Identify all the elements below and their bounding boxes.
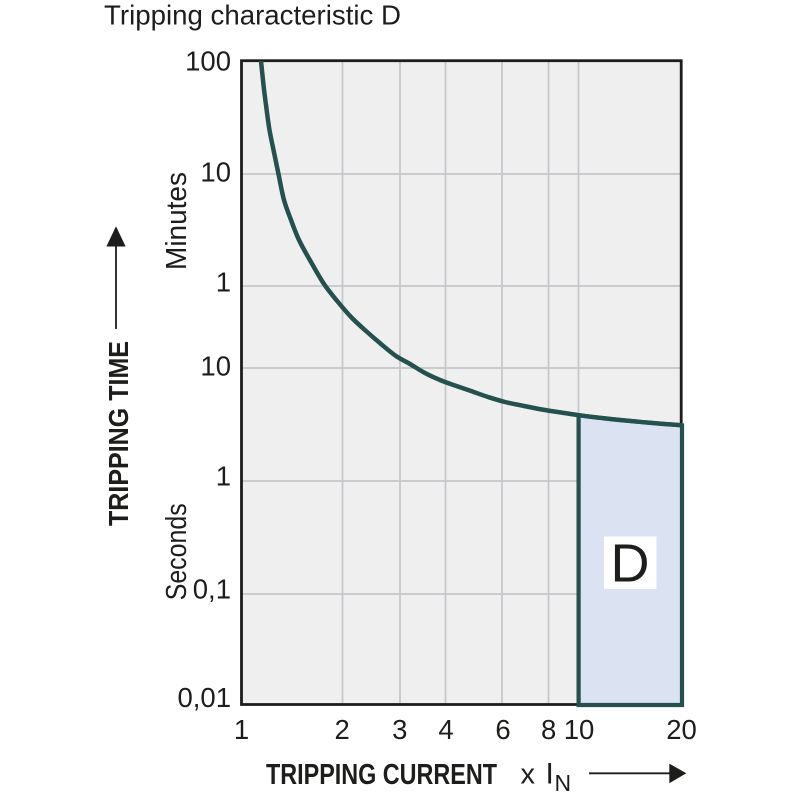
svg-text:Tripping characteristic D: Tripping characteristic D (104, 0, 401, 31)
svg-text:4: 4 (438, 714, 453, 745)
svg-text:D: D (611, 534, 650, 594)
svg-text:TRIPPING TIME: TRIPPING TIME (103, 341, 134, 526)
svg-text:10: 10 (564, 714, 595, 745)
svg-text:6: 6 (495, 714, 510, 745)
svg-text:N: N (555, 770, 572, 796)
svg-text:I: I (546, 757, 554, 790)
svg-text:10: 10 (200, 351, 231, 382)
svg-text:Seconds: Seconds (161, 503, 193, 600)
svg-text:Minutes: Minutes (161, 172, 193, 270)
svg-text:1: 1 (216, 267, 231, 298)
svg-text:3: 3 (392, 714, 407, 745)
svg-text:0,1: 0,1 (193, 574, 231, 605)
svg-text:10: 10 (200, 157, 231, 188)
svg-text:20: 20 (666, 714, 697, 745)
svg-text:1: 1 (234, 714, 249, 745)
svg-text:8: 8 (541, 714, 556, 745)
svg-text:TRIPPING CURRENT: TRIPPING CURRENT (266, 759, 497, 791)
svg-text:0,01: 0,01 (177, 682, 231, 713)
svg-text:1: 1 (216, 461, 231, 492)
svg-text:100: 100 (185, 46, 231, 77)
svg-text:x: x (521, 758, 536, 790)
svg-text:2: 2 (335, 714, 350, 745)
